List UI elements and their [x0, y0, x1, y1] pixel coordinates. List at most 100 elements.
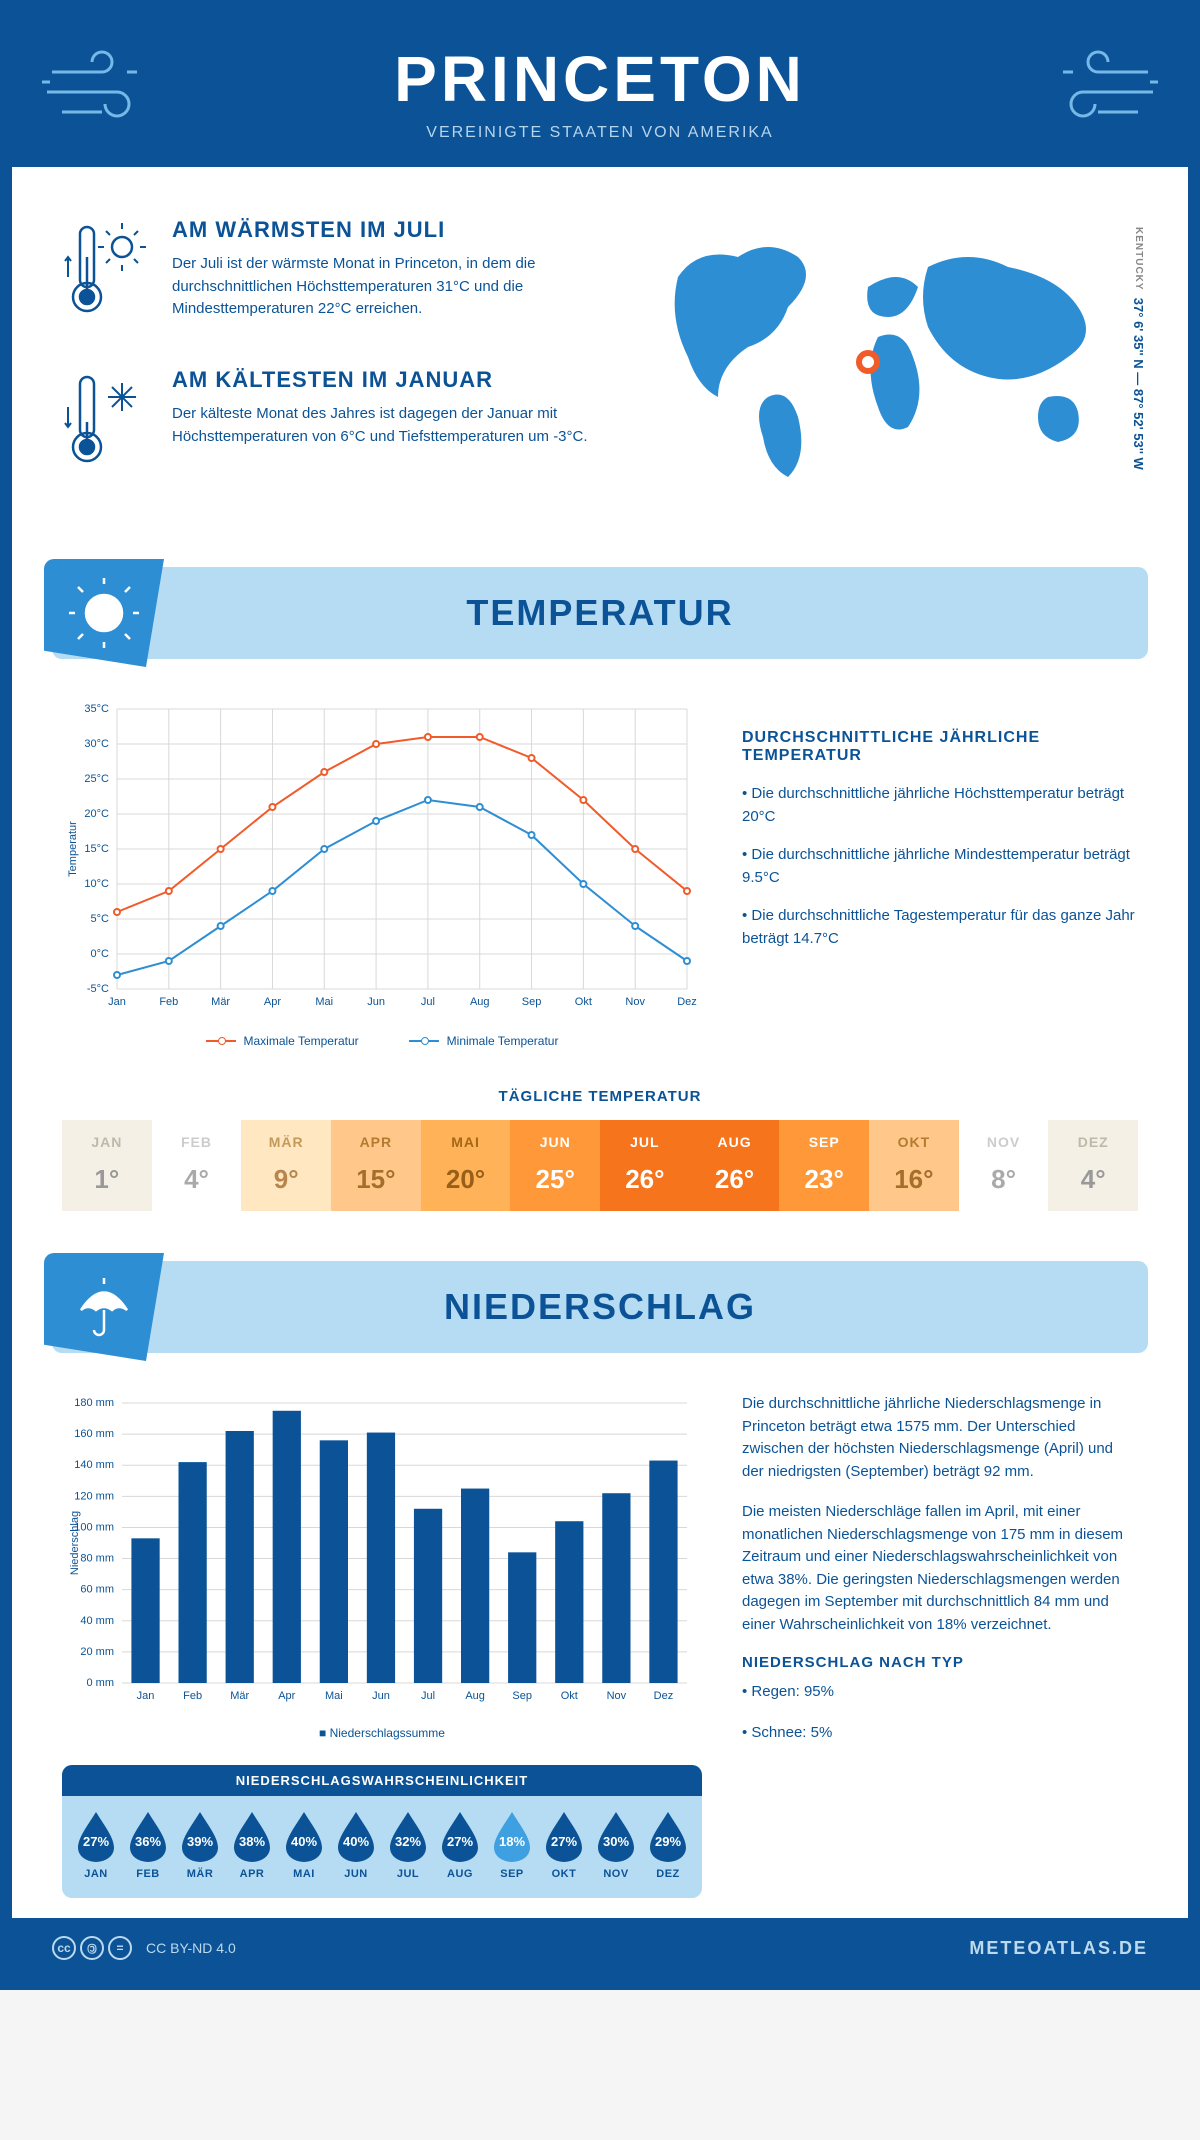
by-icon: 🄯	[80, 1936, 104, 1960]
svg-text:180 mm: 180 mm	[74, 1397, 114, 1409]
probability-drop: 39% MÄR	[180, 1810, 220, 1880]
daily-cell: AUG 26°	[690, 1120, 780, 1211]
precip-p2: Die meisten Niederschläge fallen im Apri…	[742, 1501, 1138, 1636]
svg-text:35°C: 35°C	[84, 703, 109, 715]
svg-text:Sep: Sep	[522, 996, 542, 1008]
precip-type-0: • Regen: 95%	[742, 1681, 1138, 1704]
svg-text:Dez: Dez	[654, 1690, 674, 1702]
sun-icon	[44, 559, 164, 667]
daily-cell: DEZ 4°	[1048, 1120, 1138, 1211]
region-label: KENTUCKY	[1133, 227, 1144, 291]
precip-type-title: NIEDERSCHLAG NACH TYP	[742, 1654, 1138, 1671]
license-text: CC BY-ND 4.0	[146, 1940, 236, 1956]
probability-drop: 27% OKT	[544, 1810, 584, 1880]
daily-cell: SEP 23°	[779, 1120, 869, 1211]
svg-text:80 mm: 80 mm	[80, 1553, 114, 1565]
svg-text:Niederschlag: Niederschlag	[69, 1511, 81, 1575]
probability-drop: 27% JAN	[76, 1810, 116, 1880]
precipitation-heading: NIEDERSCHLAG	[444, 1286, 756, 1328]
daily-cell: JAN 1°	[62, 1120, 152, 1211]
svg-text:Okt: Okt	[575, 996, 592, 1008]
page-title: PRINCETON	[12, 42, 1188, 116]
daily-cell: FEB 4°	[152, 1120, 242, 1211]
probability-drop: 18% SEP	[492, 1810, 532, 1880]
precip-p1: Die durchschnittliche jährliche Niedersc…	[742, 1393, 1138, 1483]
daily-temp-grid: JAN 1° FEB 4° MÄR 9° APR 15° MAI 20° JUN…	[62, 1120, 1138, 1211]
warmest-block: AM WÄRMSTEN IM JULI Der Juli ist der wär…	[62, 217, 588, 332]
daily-cell: OKT 16°	[869, 1120, 959, 1211]
svg-text:Aug: Aug	[465, 1690, 485, 1702]
svg-text:140 mm: 140 mm	[74, 1459, 114, 1471]
svg-text:Nov: Nov	[625, 996, 645, 1008]
legend-item: Minimale Temperatur	[409, 1034, 559, 1048]
temp-bullet-2: • Die durchschnittliche Tagestemperatur …	[742, 905, 1138, 950]
probability-drop: 36% FEB	[128, 1810, 168, 1880]
intro-section: AM WÄRMSTEN IM JULI Der Juli ist der wär…	[12, 167, 1188, 547]
precipitation-info: Die durchschnittliche jährliche Niedersc…	[742, 1393, 1138, 1898]
nd-icon: =	[108, 1936, 132, 1960]
temp-bullet-1: • Die durchschnittliche jährliche Mindes…	[742, 844, 1138, 889]
daily-cell: NOV 8°	[959, 1120, 1049, 1211]
svg-text:Jan: Jan	[137, 1690, 155, 1702]
coords-text: 37° 6' 35'' N — 87° 52' 53'' W	[1131, 298, 1146, 470]
wind-icon-left	[42, 42, 172, 137]
probability-drop: 29% DEZ	[648, 1810, 688, 1880]
precip-type-1: • Schnee: 5%	[742, 1722, 1138, 1745]
svg-text:Jan: Jan	[108, 996, 126, 1008]
svg-text:15°C: 15°C	[84, 843, 109, 855]
svg-text:25°C: 25°C	[84, 773, 109, 785]
svg-text:Apr: Apr	[264, 996, 281, 1008]
daily-cell: JUL 26°	[600, 1120, 690, 1211]
footer-left: cc 🄯 = CC BY-ND 4.0	[52, 1936, 236, 1960]
svg-text:60 mm: 60 mm	[80, 1584, 114, 1596]
probability-drop: 38% APR	[232, 1810, 272, 1880]
coordinates: KENTUCKY 37° 6' 35'' N — 87° 52' 53'' W	[1131, 227, 1146, 470]
legend-item: Maximale Temperatur	[206, 1034, 359, 1048]
svg-text:40 mm: 40 mm	[80, 1615, 114, 1627]
svg-text:Jun: Jun	[367, 996, 385, 1008]
temperature-banner: TEMPERATUR	[52, 567, 1148, 659]
intro-left: AM WÄRMSTEN IM JULI Der Juli ist der wär…	[62, 217, 588, 517]
svg-text:Feb: Feb	[159, 996, 178, 1008]
coldest-text: Der kälteste Monat des Jahres ist dagege…	[172, 403, 588, 448]
wind-icon-right	[1028, 42, 1158, 137]
precipitation-chart: 0 mm20 mm40 mm60 mm80 mm100 mm120 mm140 …	[62, 1393, 702, 1713]
temperature-section: -5°C0°C5°C10°C15°C20°C25°C30°C35°CJanFeb…	[12, 659, 1188, 1068]
infographic-page: PRINCETON VEREINIGTE STAATEN VON AMERIKA	[0, 0, 1200, 1990]
page-subtitle: VEREINIGTE STAATEN VON AMERIKA	[12, 124, 1188, 142]
header: PRINCETON VEREINIGTE STAATEN VON AMERIKA	[12, 12, 1188, 167]
temperature-legend: Maximale Temperatur Minimale Temperatur	[62, 1034, 702, 1048]
svg-text:120 mm: 120 mm	[74, 1490, 114, 1502]
probability-box: NIEDERSCHLAGSWAHRSCHEINLICHKEIT 27% JAN …	[62, 1765, 702, 1898]
coldest-title: AM KÄLTESTEN IM JANUAR	[172, 367, 588, 393]
probability-title: NIEDERSCHLAGSWAHRSCHEINLICHKEIT	[62, 1765, 702, 1796]
svg-text:Mär: Mär	[230, 1690, 249, 1702]
svg-text:0 mm: 0 mm	[87, 1677, 115, 1689]
svg-text:160 mm: 160 mm	[74, 1428, 114, 1440]
daily-temp-title: TÄGLICHE TEMPERATUR	[12, 1088, 1188, 1105]
probability-drop: 40% MAI	[284, 1810, 324, 1880]
svg-text:Apr: Apr	[278, 1690, 295, 1702]
warmest-title: AM WÄRMSTEN IM JULI	[172, 217, 588, 243]
svg-text:Dez: Dez	[677, 996, 697, 1008]
daily-cell: MÄR 9°	[241, 1120, 331, 1211]
svg-text:10°C: 10°C	[84, 878, 109, 890]
svg-text:20 mm: 20 mm	[80, 1646, 114, 1658]
bar-legend: Niederschlagssumme	[62, 1726, 702, 1740]
world-map-icon	[618, 217, 1138, 497]
daily-cell: APR 15°	[331, 1120, 421, 1211]
svg-text:Nov: Nov	[607, 1690, 627, 1702]
svg-text:Okt: Okt	[561, 1690, 578, 1702]
svg-text:Jul: Jul	[421, 1690, 435, 1702]
thermometer-sun-icon	[62, 217, 152, 332]
temperature-chart: -5°C0°C5°C10°C15°C20°C25°C30°C35°CJanFeb…	[62, 699, 702, 1048]
brand-text: METEOATLAS.DE	[969, 1938, 1148, 1959]
precipitation-left: 0 mm20 mm40 mm60 mm80 mm100 mm120 mm140 …	[62, 1393, 702, 1898]
svg-text:20°C: 20°C	[84, 808, 109, 820]
svg-text:0°C: 0°C	[91, 948, 110, 960]
svg-text:-5°C: -5°C	[87, 983, 109, 995]
probability-drop: 30% NOV	[596, 1810, 636, 1880]
svg-text:Mär: Mär	[211, 996, 230, 1008]
svg-text:Mai: Mai	[325, 1690, 343, 1702]
probability-drop: 40% JUN	[336, 1810, 376, 1880]
